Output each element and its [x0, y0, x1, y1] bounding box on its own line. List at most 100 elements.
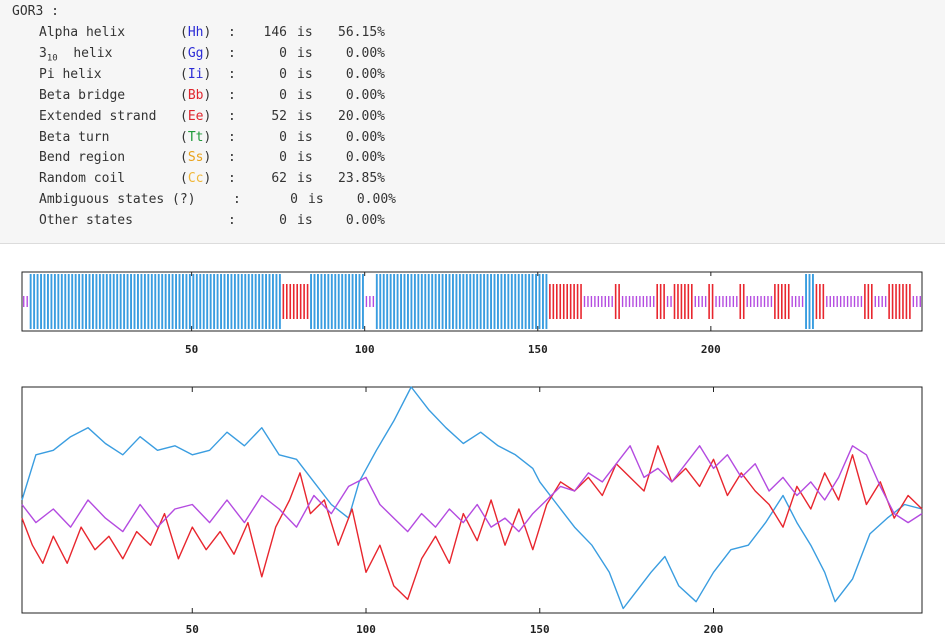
- state-name: Extended strand: [39, 108, 157, 124]
- state-name: Beta bridge: [39, 87, 126, 103]
- state-name: Ambiguous states (?): [39, 192, 196, 208]
- code-letters: Tt: [187, 129, 204, 145]
- code-close: ): [203, 129, 212, 145]
- percentage: 0.00%: [345, 213, 385, 229]
- code-open: (: [180, 150, 188, 166]
- code-letters: Gg: [187, 45, 204, 61]
- x-tick-label: 150: [530, 623, 550, 636]
- percentage: 0.00%: [345, 87, 385, 103]
- percentage: 23.85%: [338, 171, 385, 187]
- colon: :: [228, 108, 236, 124]
- is-word: is: [297, 108, 313, 124]
- state-code: (Tt): [180, 130, 211, 145]
- is-word: is: [297, 213, 313, 229]
- state-name: Beta turn: [39, 129, 110, 145]
- code-open: (: [180, 171, 188, 187]
- state-name-subscript: 10: [46, 53, 58, 64]
- sequence-plot-frame: [21, 271, 923, 332]
- x-tick-label: 100: [356, 623, 376, 636]
- gor3-stats-panel: GOR3 : Alpha helix (Hh):146 is 56.15% 310 he…: [0, 0, 945, 244]
- colon: :: [228, 150, 236, 166]
- code-close: ): [203, 87, 212, 103]
- probability-series-line: [21, 445, 923, 601]
- percentage: 0.00%: [345, 150, 385, 166]
- code-close: ): [203, 45, 212, 61]
- state-code: (Ss): [180, 150, 211, 165]
- colon: :: [233, 192, 241, 208]
- code-close: ): [203, 150, 212, 166]
- is-word: is: [308, 192, 324, 208]
- is-word: is: [297, 150, 313, 166]
- code-close: ): [203, 25, 212, 40]
- secondary-structure-chart: 50 100 150 200: [21, 271, 923, 356]
- code-open: (: [180, 129, 188, 145]
- colon: :: [228, 87, 236, 103]
- state-code: (Bb): [180, 88, 211, 103]
- count: 62: [271, 171, 287, 187]
- state-code: (Cc): [180, 171, 211, 186]
- colon: :: [228, 129, 236, 145]
- code-letters: Ss: [187, 150, 204, 166]
- code-open: (: [180, 66, 188, 82]
- probability-series-line: [21, 386, 923, 610]
- code-close: ): [203, 66, 212, 82]
- percentage: 56.15%: [338, 25, 385, 40]
- code-open: (: [180, 45, 188, 61]
- is-word: is: [297, 45, 313, 61]
- state-name: Alpha helix: [39, 25, 126, 40]
- code-letters: Bb: [187, 87, 204, 103]
- is-word: is: [297, 171, 313, 187]
- colon: :: [228, 45, 236, 61]
- state-name: Pi helix: [39, 66, 102, 82]
- state-code: (Ii): [180, 67, 211, 82]
- is-word: is: [297, 25, 313, 40]
- state-name-prefix: 3: [39, 45, 47, 61]
- probability-chart: 50 100 150 200: [21, 386, 923, 636]
- x-tick-label: 200: [704, 623, 724, 636]
- x-tick-label: 200: [701, 343, 721, 356]
- colon: :: [228, 25, 236, 40]
- x-tick-label: 50: [185, 343, 198, 356]
- percentage: 0.00%: [345, 45, 385, 61]
- state-code: (Gg): [180, 46, 211, 61]
- count: 0: [279, 45, 287, 61]
- count: 0: [279, 87, 287, 103]
- count: 0: [290, 192, 298, 208]
- probability-plot-frame: [21, 386, 923, 614]
- gor3-title: GOR3 :: [12, 4, 59, 19]
- x-tick-label: 150: [528, 343, 548, 356]
- colon: :: [228, 171, 236, 187]
- code-letters: Hh: [187, 25, 204, 40]
- is-word: is: [297, 87, 313, 103]
- state-code: (Hh): [180, 25, 211, 40]
- x-tick-label: 100: [355, 343, 375, 356]
- percentage: 20.00%: [338, 108, 385, 124]
- state-code: (Ee): [180, 109, 211, 124]
- code-open: (: [180, 25, 188, 40]
- percentage: 0.00%: [356, 192, 396, 208]
- code-letters: Ee: [187, 108, 204, 124]
- state-name: Random coil: [39, 171, 126, 187]
- colon: :: [228, 213, 236, 229]
- code-close: ): [203, 171, 212, 187]
- count: 52: [271, 108, 287, 124]
- count: 0: [279, 66, 287, 82]
- percentage: 0.00%: [345, 66, 385, 82]
- x-tick-label: 50: [186, 623, 199, 636]
- state-name: Bend region: [39, 150, 126, 166]
- probability-series-line: [21, 445, 923, 533]
- is-word: is: [297, 66, 313, 82]
- code-open: (: [180, 87, 188, 103]
- count: 0: [279, 150, 287, 166]
- percentage: 0.00%: [345, 129, 385, 145]
- is-word: is: [297, 129, 313, 145]
- count: 0: [279, 129, 287, 145]
- state-name: 310 helix: [39, 46, 112, 64]
- count: 146: [263, 25, 287, 40]
- code-close: ): [203, 108, 212, 124]
- code-letters: Cc: [187, 171, 204, 187]
- code-letters: Ii: [187, 66, 204, 82]
- count: 0: [279, 213, 287, 229]
- state-name-rest: helix: [57, 45, 113, 61]
- state-name: Other states: [39, 213, 133, 229]
